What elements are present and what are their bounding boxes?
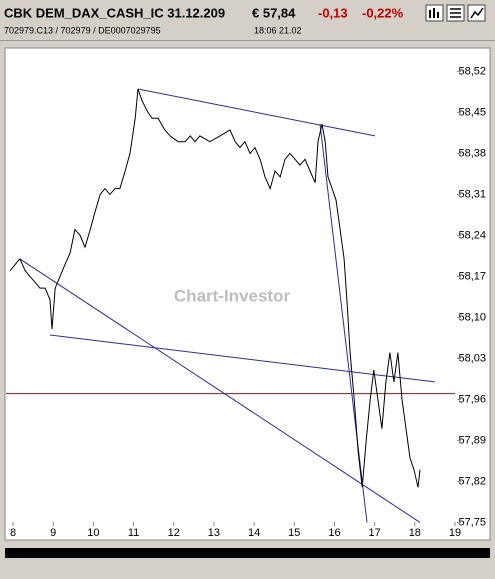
y-tick-label: 58,10 (458, 311, 486, 323)
x-tick-label: 17 (369, 527, 381, 539)
icon (470, 7, 484, 19)
trendline (137, 88, 376, 137)
price: € 57,84 (252, 5, 296, 20)
time: 18:06 21.02 (254, 25, 302, 35)
y-tick-label: 57,75 (458, 516, 486, 528)
y-tick-label: 58,17 (458, 270, 486, 282)
y-tick-label: 58,03 (458, 352, 486, 364)
x-tick-label: 15 (288, 527, 300, 539)
y-tick-label: 58,45 (458, 106, 486, 118)
x-tick-label: 9 (50, 527, 56, 539)
y-tick-label: 57,96 (458, 393, 486, 405)
title: CBK DEM_DAX_CASH_IC 31.12.209 (4, 5, 225, 20)
x-tick-label: 10 (87, 527, 99, 539)
plot-frame (4, 47, 491, 541)
y-tick-label: 58,38 (458, 147, 486, 159)
y-tick-label: 57,89 (458, 434, 486, 446)
icon (450, 8, 461, 18)
icon (429, 8, 439, 18)
x-tick-label: 11 (128, 527, 139, 539)
watermark: Chart-Investor (174, 286, 291, 305)
x-tick-label: 8 (10, 527, 16, 539)
trendline (49, 334, 435, 383)
change: -0,13 (318, 5, 348, 20)
divider (0, 40, 495, 41)
scrollbar[interactable] (5, 548, 490, 558)
x-tick-label: 13 (208, 527, 220, 539)
toolbar (425, 4, 486, 22)
x-tick-label: 16 (328, 527, 340, 539)
change-pct: -0,22% (362, 5, 404, 20)
trendline (319, 124, 368, 523)
x-tick-label: 19 (449, 527, 461, 539)
y-tick-label: 57,82 (458, 475, 486, 487)
x-tick-label: 14 (248, 527, 260, 539)
y-tick-label: 58,24 (458, 229, 486, 241)
x-tick-label: 12 (168, 527, 180, 539)
ids: 702979.C13 / 702979 / DE0007029795 (4, 25, 161, 35)
x-tick-label: 18 (409, 527, 421, 539)
y-tick-label: 58,31 (458, 188, 486, 200)
trendline (19, 258, 421, 523)
y-tick-label: 58,52 (458, 65, 486, 77)
price-line (9, 88, 421, 488)
